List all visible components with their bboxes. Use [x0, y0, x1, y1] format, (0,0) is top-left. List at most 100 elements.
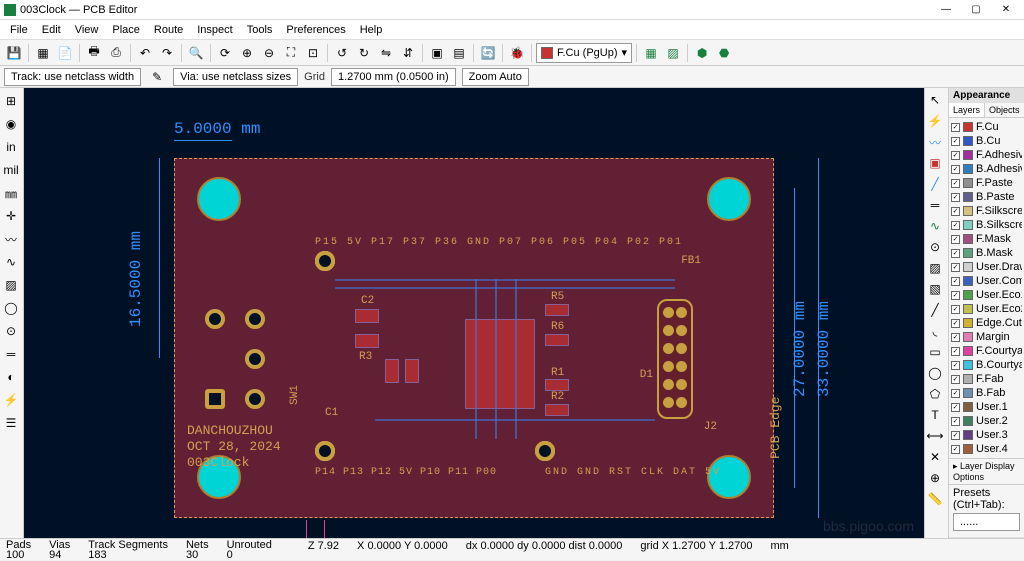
polar-coord-icon[interactable]: ◉ [0, 113, 22, 135]
menu-edit[interactable]: Edit [36, 22, 67, 38]
menu-route[interactable]: Route [148, 22, 189, 38]
print-icon[interactable]: 🖶 [84, 43, 104, 63]
close-button[interactable]: ✕ [992, 2, 1020, 18]
zoom-out-icon[interactable]: ⊖ [259, 43, 279, 63]
draw-rect-icon[interactable]: ▭ [925, 342, 945, 362]
measure-icon[interactable]: 📏 [925, 489, 945, 509]
route-track-icon[interactable]: ╱ [925, 174, 945, 194]
layer-checkbox[interactable]: ✓ [951, 333, 960, 342]
layer-row[interactable]: ✓B.Mask [951, 246, 1022, 260]
undo-icon[interactable]: ↶ [135, 43, 155, 63]
via-size-selector[interactable]: Via: use netclass sizes [173, 68, 298, 86]
pad-outline-icon[interactable]: ◯ [0, 297, 22, 319]
net-highlight-icon[interactable]: ⚡ [0, 389, 22, 411]
layer-checkbox[interactable]: ✓ [951, 207, 960, 216]
maximize-button[interactable]: ▢ [962, 2, 990, 18]
scripting-icon[interactable]: ⬢ [692, 43, 712, 63]
units-mm-icon[interactable]: ㎜ [0, 182, 22, 204]
layer-checkbox[interactable]: ✓ [951, 319, 960, 328]
page-settings-icon[interactable]: 📄 [55, 43, 75, 63]
layer-selector[interactable]: F.Cu (PgUp) ▾ [536, 43, 632, 63]
track-width-selector[interactable]: Track: use netclass width [4, 68, 141, 86]
layers-manager-icon[interactable]: ☰ [0, 412, 22, 434]
highlight-net-icon[interactable]: ⚡ [925, 111, 945, 131]
layer-checkbox[interactable]: ✓ [951, 151, 960, 160]
refresh-icon[interactable]: ⟳ [215, 43, 235, 63]
fill-zones-icon[interactable]: ▨ [663, 43, 683, 63]
set-origin-icon[interactable]: ⊕ [925, 468, 945, 488]
draw-arc-icon[interactable]: ◟ [925, 321, 945, 341]
track-outline-icon[interactable]: ═ [0, 343, 22, 365]
add-dimension-icon[interactable]: ⟷ [925, 426, 945, 446]
layer-row[interactable]: ✓User.Eco2 [951, 302, 1022, 316]
layer-checkbox[interactable]: ✓ [951, 417, 960, 426]
layer-checkbox[interactable]: ✓ [951, 179, 960, 188]
layer-row[interactable]: ✓F.Fab [951, 372, 1022, 386]
layer-checkbox[interactable]: ✓ [951, 123, 960, 132]
units-mil-icon[interactable]: mil [0, 159, 22, 181]
units-in-icon[interactable]: in [0, 136, 22, 158]
show-ratsnest-icon[interactable]: ▦ [641, 43, 661, 63]
draw-circle-icon[interactable]: ◯ [925, 363, 945, 383]
rotate-ccw-icon[interactable]: ↺ [332, 43, 352, 63]
update-from-sch-icon[interactable]: 🔄 [478, 43, 498, 63]
layer-list[interactable]: ✓F.Cu✓B.Cu✓F.Adhesive✓B.Adhesive✓F.Paste… [949, 118, 1024, 458]
menu-inspect[interactable]: Inspect [191, 22, 238, 38]
zoom-in-icon[interactable]: ⊕ [237, 43, 257, 63]
layer-checkbox[interactable]: ✓ [951, 193, 960, 202]
layer-checkbox[interactable]: ✓ [951, 347, 960, 356]
menu-help[interactable]: Help [354, 22, 389, 38]
layer-row[interactable]: ✓F.Adhesive [951, 148, 1022, 162]
layer-checkbox[interactable]: ✓ [951, 305, 960, 314]
draw-line-icon[interactable]: ╱ [925, 300, 945, 320]
layer-checkbox[interactable]: ✓ [951, 403, 960, 412]
layer-row[interactable]: ✓User.Comments [951, 274, 1022, 288]
zoom-fit-icon[interactable]: ⛶ [281, 43, 301, 63]
3d-viewer-icon[interactable]: ⬣ [714, 43, 734, 63]
zoom-selector[interactable]: Zoom Auto [462, 68, 529, 86]
delete-icon[interactable]: ✕ [925, 447, 945, 467]
layer-row[interactable]: ✓User.Eco1 [951, 288, 1022, 302]
footprint-browser-icon[interactable]: ▤ [449, 43, 469, 63]
add-rule-area-icon[interactable]: ▧ [925, 279, 945, 299]
mirror-h-icon[interactable]: ⇋ [376, 43, 396, 63]
minimize-button[interactable]: — [932, 2, 960, 18]
layer-row[interactable]: ✓User.1 [951, 400, 1022, 414]
layer-row[interactable]: ✓B.Paste [951, 190, 1022, 204]
layer-checkbox[interactable]: ✓ [951, 445, 960, 454]
layer-row[interactable]: ✓B.Fab [951, 386, 1022, 400]
cursor-shape-icon[interactable]: ✛ [0, 205, 22, 227]
select-icon[interactable]: ↖ [925, 90, 945, 110]
menu-view[interactable]: View [69, 22, 105, 38]
layer-checkbox[interactable]: ✓ [951, 361, 960, 370]
layer-row[interactable]: ✓User.2 [951, 414, 1022, 428]
tab-objects[interactable]: Objects [985, 103, 1024, 117]
layer-row[interactable]: ✓B.Cu [951, 134, 1022, 148]
layer-display-options[interactable]: ▸ Layer Display Options [949, 458, 1024, 484]
add-zone-icon[interactable]: ▨ [925, 258, 945, 278]
add-via-icon[interactable]: ⊙ [925, 237, 945, 257]
layer-row[interactable]: ✓B.Silkscreen [951, 218, 1022, 232]
show-grid-icon[interactable]: ⊞ [0, 90, 22, 112]
tune-length-icon[interactable]: ∿ [925, 216, 945, 236]
draw-poly-icon[interactable]: ⬠ [925, 384, 945, 404]
route-diff-icon[interactable]: ═ [925, 195, 945, 215]
mirror-v-icon[interactable]: ⇵ [398, 43, 418, 63]
ratsnest-icon[interactable]: 〰 [0, 228, 22, 250]
layer-checkbox[interactable]: ✓ [951, 375, 960, 384]
layer-checkbox[interactable]: ✓ [951, 431, 960, 440]
save-icon[interactable]: 💾 [4, 43, 24, 63]
contrast-icon[interactable]: ◐ [0, 366, 22, 388]
drc-icon[interactable]: 🐞 [507, 43, 527, 63]
layer-row[interactable]: ✓User.4 [951, 442, 1022, 456]
layer-checkbox[interactable]: ✓ [951, 291, 960, 300]
presets-selector[interactable]: ...... [953, 513, 1020, 531]
rotate-cw-icon[interactable]: ↻ [354, 43, 374, 63]
layer-checkbox[interactable]: ✓ [951, 277, 960, 286]
layer-row[interactable]: ✓F.Paste [951, 176, 1022, 190]
menu-preferences[interactable]: Preferences [280, 22, 351, 38]
layer-checkbox[interactable]: ✓ [951, 165, 960, 174]
add-footprint-icon[interactable]: ▣ [925, 153, 945, 173]
curved-ratsnest-icon[interactable]: ∿ [0, 251, 22, 273]
layer-checkbox[interactable]: ✓ [951, 263, 960, 272]
